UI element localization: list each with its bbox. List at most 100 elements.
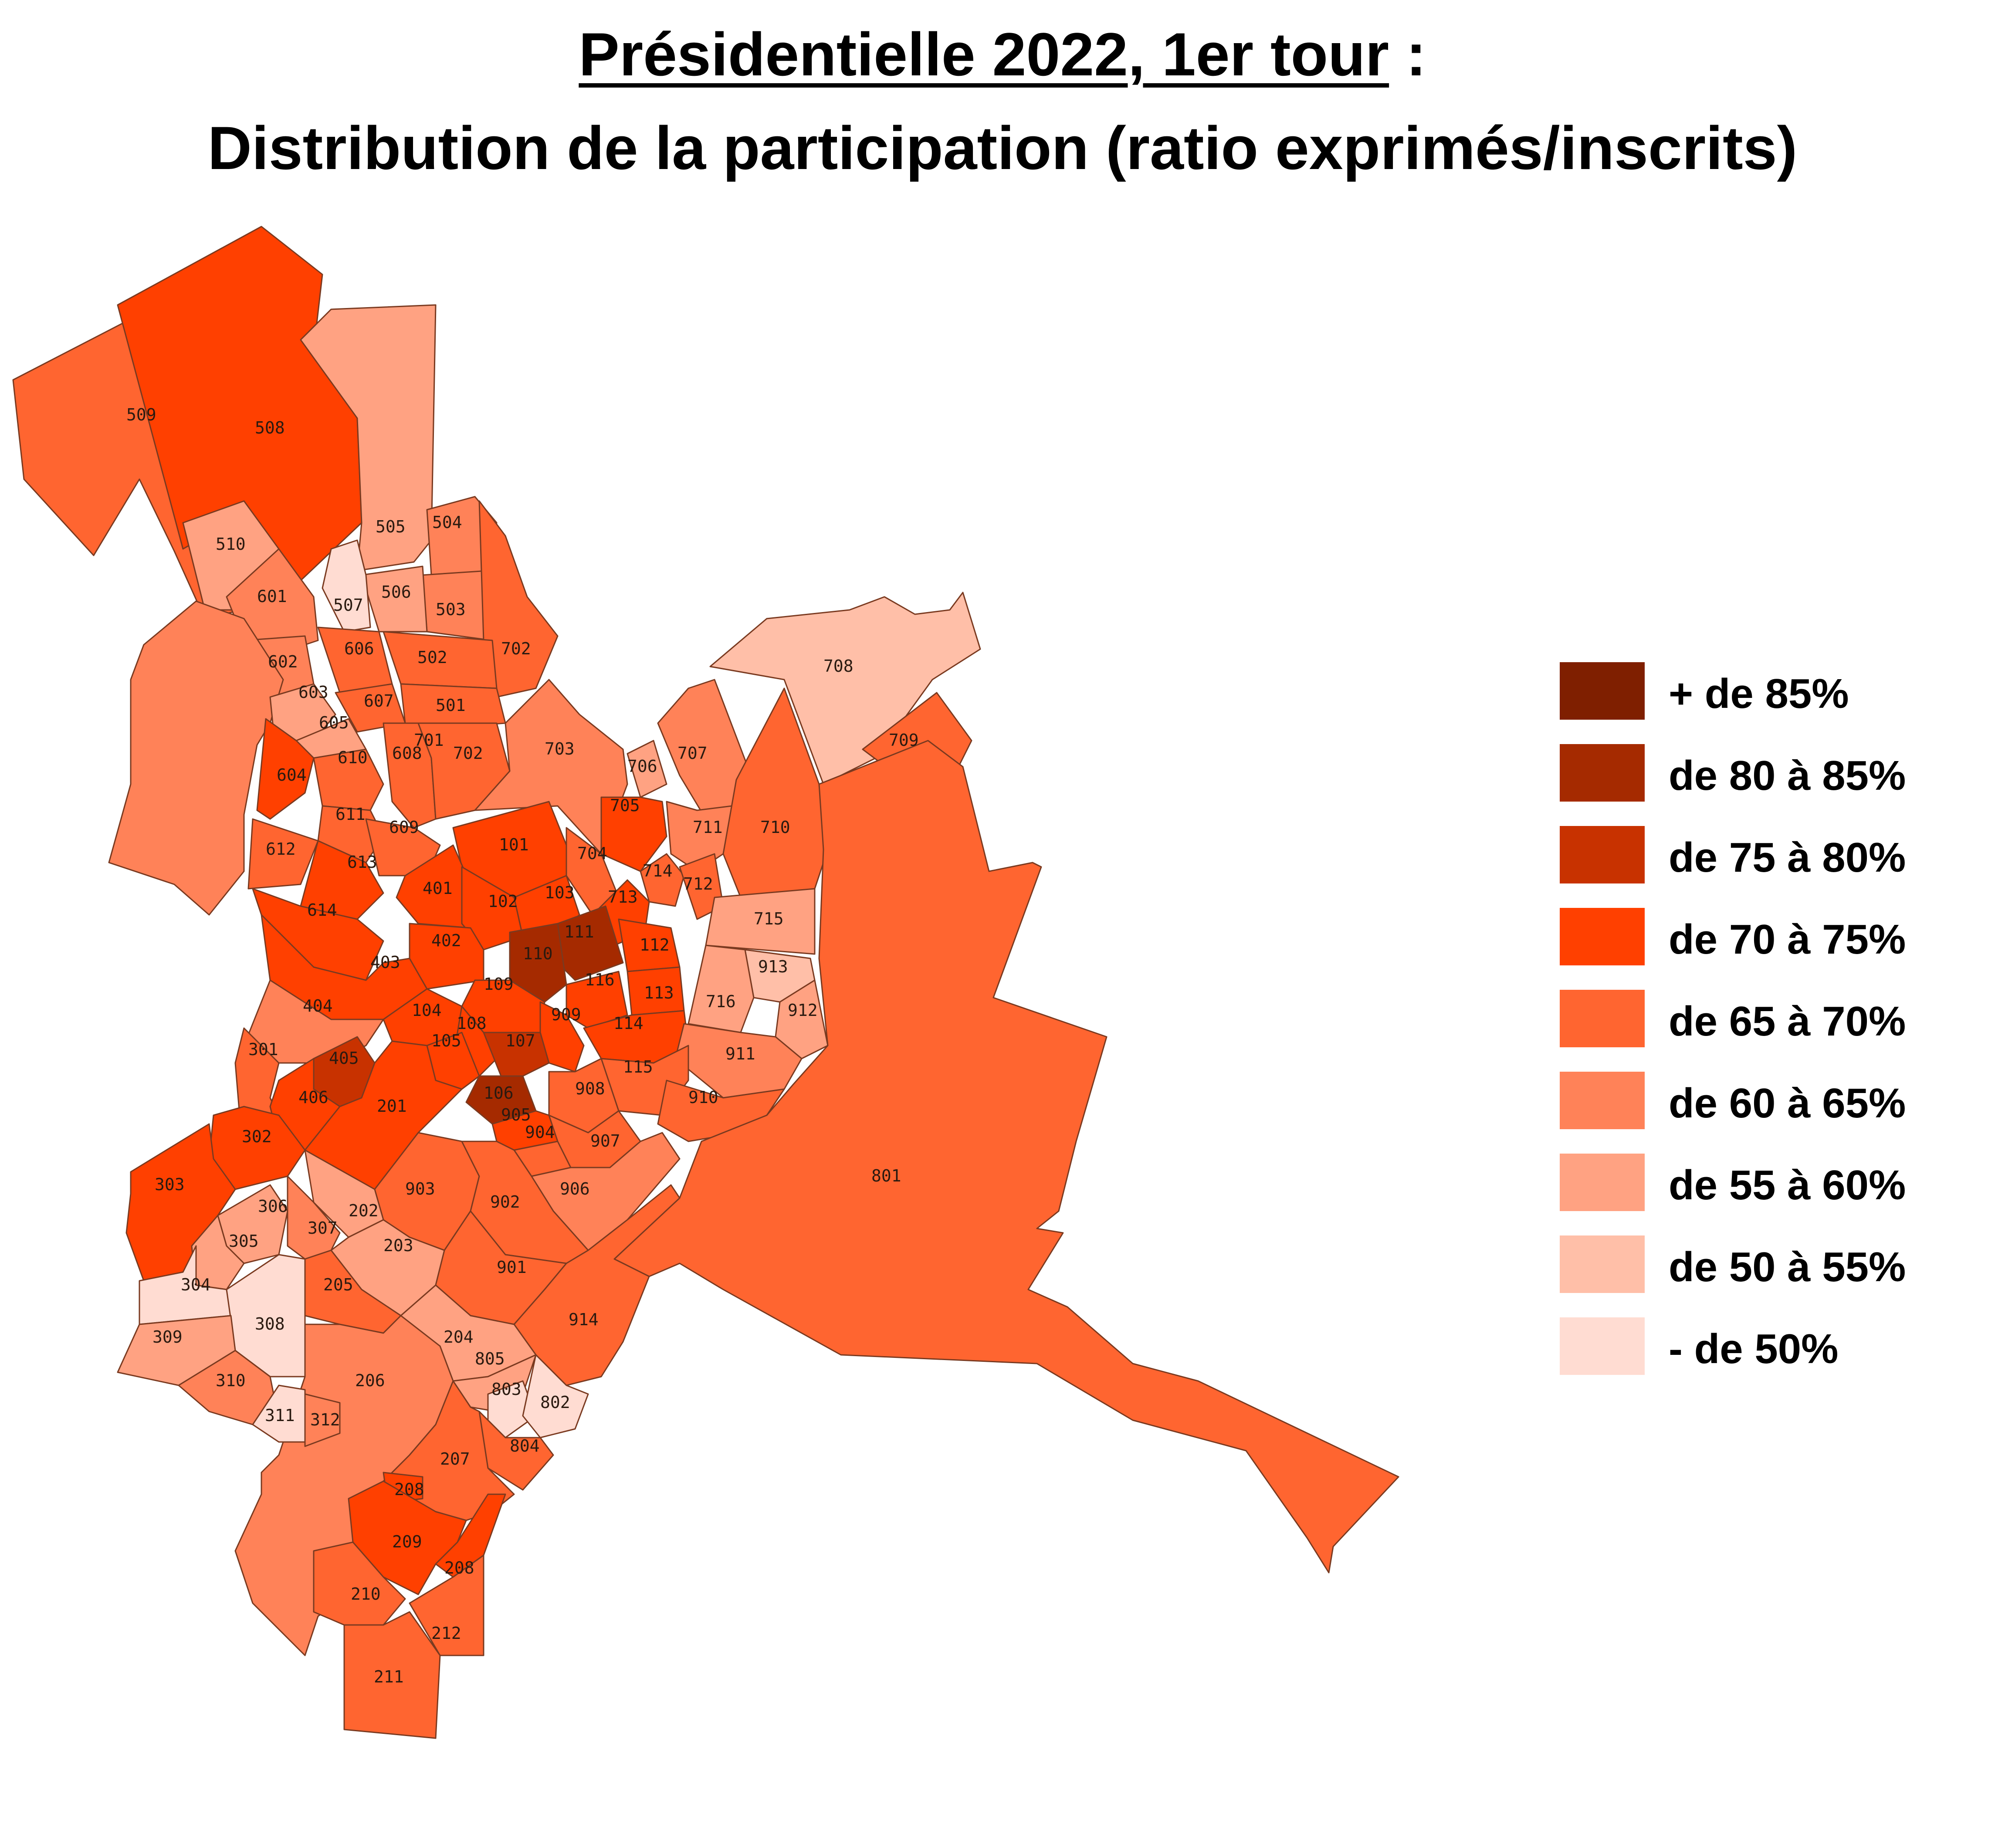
district-801[interactable]: [613, 740, 1399, 1574]
district-312[interactable]: [304, 1393, 341, 1447]
district-label: 605: [319, 713, 349, 732]
legend-item: de 65 à 70%: [1560, 990, 1952, 1051]
district-706[interactable]: [627, 740, 667, 798]
district-label: 903: [405, 1179, 435, 1198]
district-label: 506: [381, 582, 411, 602]
district-613[interactable]: [300, 840, 384, 920]
legend-item: de 80 à 85%: [1560, 744, 1952, 805]
district-604[interactable]: [256, 718, 315, 820]
district-211[interactable]: [343, 1611, 441, 1739]
district-label: 612: [266, 839, 296, 859]
district-label: 205: [323, 1275, 353, 1294]
district-label: 907: [590, 1131, 620, 1151]
district-507[interactable]: [322, 539, 371, 633]
district-716[interactable]: [688, 944, 755, 1033]
district-label: 404: [303, 996, 333, 1015]
legend-label: de 60 à 65%: [1669, 1080, 1906, 1127]
district-label: 209: [392, 1532, 422, 1551]
district-label: 702: [453, 744, 483, 763]
district-label: 712: [683, 874, 713, 894]
legend-item: de 55 à 60%: [1560, 1154, 1952, 1215]
district-label: 210: [351, 1584, 381, 1604]
district-102[interactable]: [461, 866, 524, 951]
district-label: 501: [436, 696, 466, 715]
district-labels: 509 508 505 504 503 506 507 510 601 602 …: [126, 405, 919, 1686]
district-label: 914: [569, 1310, 599, 1329]
district-label: 910: [688, 1088, 718, 1107]
district-label: 105: [431, 1031, 461, 1050]
district-label: 710: [760, 818, 790, 837]
district-914[interactable]: [513, 1184, 681, 1386]
district-label: 713: [608, 887, 638, 907]
district-506[interactable]: [361, 565, 428, 633]
district-label: 109: [484, 975, 514, 994]
district-label: 108: [457, 1014, 487, 1033]
district-label: 208: [444, 1558, 474, 1577]
district-label: 706: [627, 757, 657, 776]
legend-swatch: [1560, 662, 1645, 720]
legend-item: de 75 à 80%: [1560, 826, 1952, 887]
district-802[interactable]: [522, 1354, 589, 1438]
legend-label: de 70 à 75%: [1669, 916, 1906, 963]
district-label: 711: [693, 818, 723, 837]
map-subtitle: Distribution de la participation (ratio …: [207, 114, 1798, 182]
district-label: 401: [423, 879, 453, 898]
district-label: 716: [706, 992, 736, 1011]
district-715[interactable]: [705, 888, 816, 955]
district-label: 805: [475, 1349, 505, 1368]
district-label: 308: [255, 1314, 285, 1334]
district-107[interactable]: [483, 1032, 550, 1077]
district-label: 704: [577, 844, 607, 863]
district-710[interactable]: [722, 687, 829, 898]
district-label: 113: [644, 983, 674, 1002]
district-label: 614: [307, 900, 337, 920]
district-612[interactable]: [247, 818, 319, 890]
legend-label: de 75 à 80%: [1669, 834, 1906, 881]
district-label: 509: [126, 405, 156, 424]
district-label: 306: [258, 1197, 288, 1216]
map-title-suffix: :: [1389, 20, 1426, 88]
district-label: 912: [788, 1001, 818, 1020]
district-label: 202: [349, 1201, 379, 1220]
district-label: 702: [501, 639, 531, 658]
district-606[interactable]: [317, 626, 393, 694]
district-label: 303: [155, 1175, 185, 1194]
district-label: 502: [417, 648, 447, 667]
district-label: 208: [394, 1480, 424, 1499]
district-803[interactable]: [487, 1380, 537, 1438]
district-label: 403: [370, 953, 400, 972]
district-714[interactable]: [640, 853, 685, 907]
district-label: 911: [725, 1044, 755, 1063]
district-label: 310: [216, 1371, 246, 1390]
district-label: 906: [560, 1179, 590, 1198]
legend-label: de 80 à 85%: [1669, 752, 1906, 799]
district-label: 909: [551, 1005, 581, 1024]
legend-item: - de 50%: [1560, 1317, 1952, 1378]
district-label: 908: [575, 1079, 605, 1098]
district-label: 611: [335, 805, 366, 824]
district-label: 905: [501, 1105, 531, 1124]
district-210[interactable]: [313, 1541, 406, 1626]
district-label: 307: [308, 1218, 338, 1238]
district-label: 715: [754, 909, 784, 928]
legend-swatch: [1560, 744, 1645, 802]
district-label: 309: [152, 1327, 183, 1347]
district-label: 709: [889, 731, 919, 750]
district-110[interactable]: [509, 923, 567, 1003]
district-212[interactable]: [409, 1554, 484, 1656]
district-label: 913: [758, 957, 788, 976]
legend-swatch: [1560, 908, 1645, 965]
legend-swatch: [1560, 990, 1645, 1047]
district-label: 301: [248, 1040, 278, 1059]
district-label: 705: [610, 796, 640, 815]
legend-swatch: [1560, 826, 1645, 883]
district-510[interactable]: [108, 600, 284, 916]
district-610[interactable]: [313, 748, 384, 811]
district-912[interactable]: [775, 979, 829, 1059]
map-title: Présidentielle 2022, 1er tour :: [0, 17, 2005, 91]
district-label: 116: [585, 970, 615, 989]
district-label: 104: [412, 1001, 442, 1020]
district-label: 102: [488, 892, 518, 911]
district-label: 101: [499, 835, 529, 854]
